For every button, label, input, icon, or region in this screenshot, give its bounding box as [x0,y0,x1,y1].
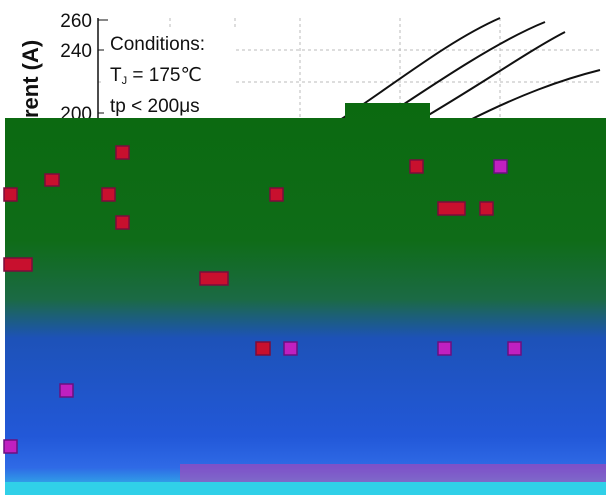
y-tick-label: 260 [60,11,92,32]
conditions-title: Conditions: [110,34,205,55]
glitch-blocks [3,145,606,495]
tj-rest: = 175℃ [127,65,202,86]
conditions-box [104,28,236,120]
tj-sub: J [122,75,128,87]
condition-tj: TJ = 175℃ [110,65,202,87]
y-axis-label: rent (A) [18,40,43,118]
glitch-area [5,103,606,495]
tj-main: T [110,65,122,86]
condition-tp: tp < 200μs [110,96,200,117]
y-tick-label: 240 [60,41,92,62]
